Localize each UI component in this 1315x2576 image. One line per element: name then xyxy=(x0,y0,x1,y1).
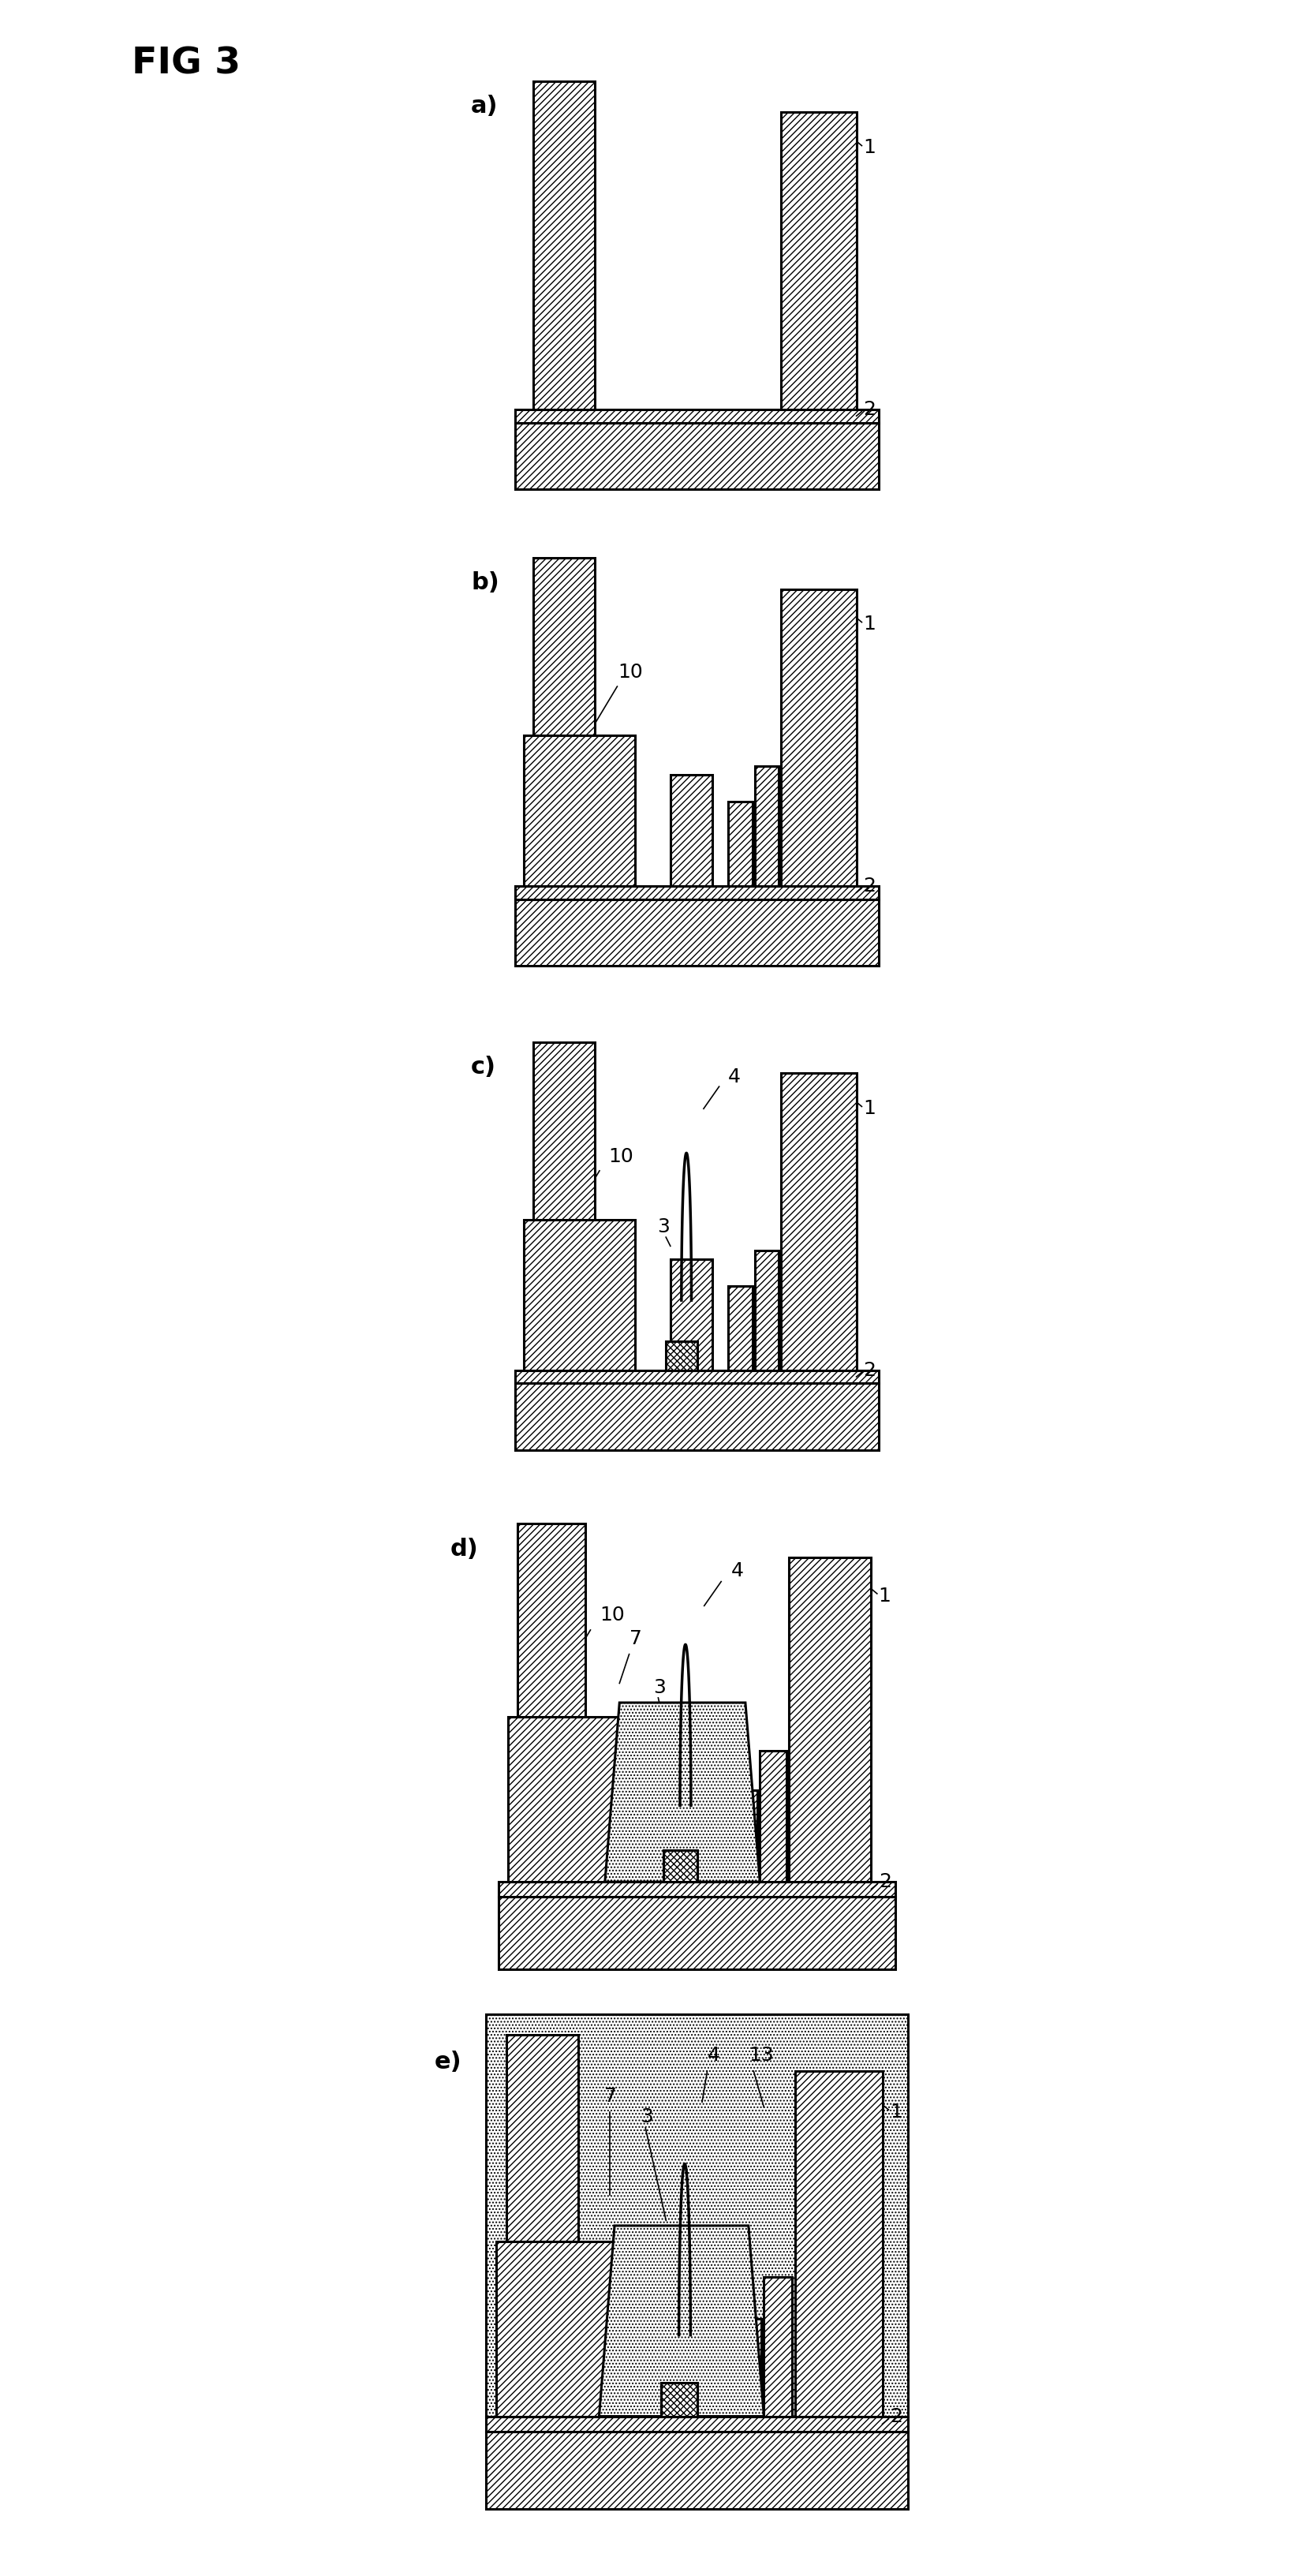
Text: 1: 1 xyxy=(878,1587,892,1605)
Text: 4: 4 xyxy=(729,1066,740,1087)
Bar xyxy=(781,590,856,886)
Polygon shape xyxy=(605,1703,760,1883)
Bar xyxy=(731,1790,757,1883)
Text: b): b) xyxy=(471,572,500,595)
Bar xyxy=(506,2035,579,2416)
Text: 2: 2 xyxy=(878,1873,892,1891)
Text: 1: 1 xyxy=(863,139,876,157)
Bar xyxy=(485,2416,909,2432)
Bar xyxy=(533,82,596,410)
Text: 1: 1 xyxy=(890,2102,902,2123)
Bar xyxy=(729,1285,752,1370)
Text: 10: 10 xyxy=(552,2045,577,2066)
Bar xyxy=(755,1249,778,1370)
Bar xyxy=(732,2318,761,2416)
Bar xyxy=(515,422,878,489)
Text: 2: 2 xyxy=(863,1360,876,1381)
Text: 7: 7 xyxy=(604,2087,617,2107)
Bar xyxy=(781,113,856,410)
Bar xyxy=(794,2071,882,2416)
Bar xyxy=(755,765,778,886)
Bar xyxy=(496,2241,625,2416)
Text: c): c) xyxy=(471,1056,496,1079)
Bar xyxy=(661,2383,697,2416)
Text: 2: 2 xyxy=(863,876,876,896)
Bar xyxy=(515,1370,878,1383)
Text: 10: 10 xyxy=(609,1146,634,1167)
Bar xyxy=(508,1718,629,1883)
Text: 1: 1 xyxy=(863,616,876,634)
Bar xyxy=(525,1218,635,1370)
Text: 10: 10 xyxy=(600,1605,625,1625)
Text: 7: 7 xyxy=(629,1631,642,1649)
Text: 4: 4 xyxy=(731,1561,743,1582)
Bar xyxy=(760,1752,786,1883)
Bar xyxy=(671,775,713,886)
Text: 1: 1 xyxy=(863,1100,876,1118)
Bar xyxy=(789,1558,872,1883)
Bar xyxy=(665,1342,697,1370)
Text: d): d) xyxy=(450,1538,479,1561)
Bar xyxy=(663,1850,697,1883)
Bar xyxy=(729,801,752,886)
Bar xyxy=(515,1383,878,1450)
Bar xyxy=(533,1043,596,1370)
Bar xyxy=(668,1762,714,1883)
Bar xyxy=(518,1522,585,1883)
Text: 3: 3 xyxy=(654,1677,665,1698)
Bar xyxy=(533,559,596,886)
Polygon shape xyxy=(600,2226,764,2416)
Bar xyxy=(665,2287,715,2416)
Text: 10: 10 xyxy=(618,662,643,683)
Bar xyxy=(485,2432,909,2509)
Bar xyxy=(485,2014,909,2416)
Bar xyxy=(515,886,878,899)
Bar xyxy=(764,2277,792,2416)
Text: 2: 2 xyxy=(890,2406,902,2427)
Bar xyxy=(515,899,878,966)
Text: 3: 3 xyxy=(640,2107,652,2128)
Bar xyxy=(781,1074,856,1370)
Text: 2: 2 xyxy=(863,399,876,420)
Text: 13: 13 xyxy=(748,2045,773,2066)
Bar xyxy=(515,410,878,422)
Bar xyxy=(671,1260,713,1370)
Bar xyxy=(498,1883,896,1896)
Text: 3: 3 xyxy=(658,1218,669,1236)
Text: FIG 3: FIG 3 xyxy=(132,46,241,82)
Text: a): a) xyxy=(471,95,498,118)
Bar xyxy=(525,734,635,886)
Bar xyxy=(498,1896,896,1968)
Text: e): e) xyxy=(434,2050,462,2074)
Text: 4: 4 xyxy=(707,2045,719,2066)
